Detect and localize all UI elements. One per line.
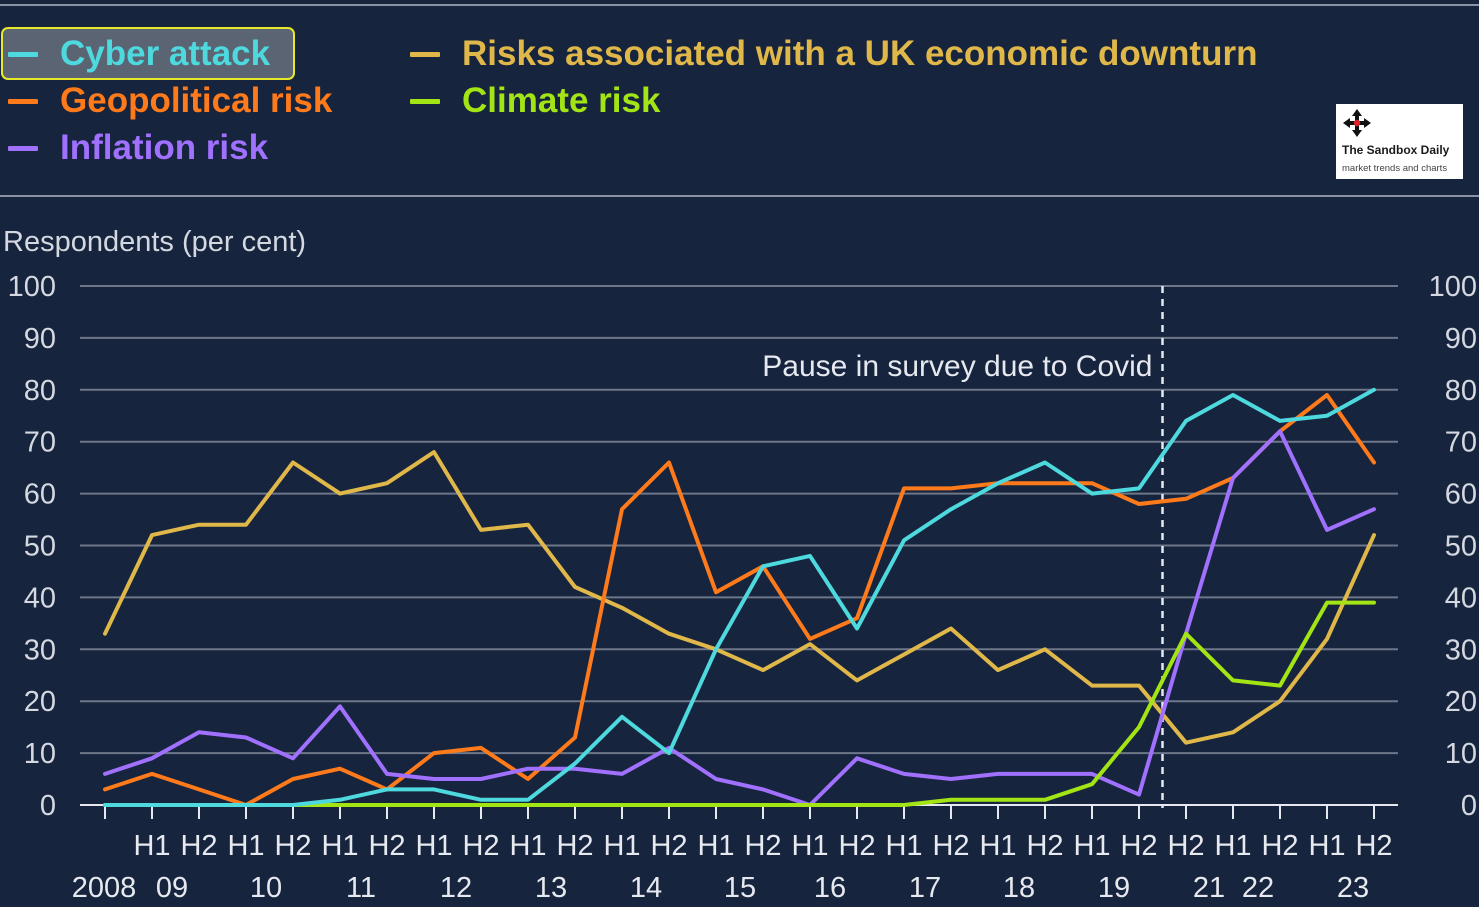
x-tick-label-year: 21 (1193, 872, 1225, 904)
x-tick-label-year: 10 (250, 872, 282, 904)
badge-subtitle: market trends and charts (1342, 163, 1448, 174)
y-axis-label: Respondents (per cent) (3, 226, 307, 258)
legend-label: Inflation risk (60, 128, 269, 167)
x-tick-label-half: H1 (697, 830, 734, 862)
y-tick-label-right: 30 (1445, 634, 1477, 666)
x-tick-label-half: H2 (650, 830, 687, 862)
x-tick-label-half: H2 (556, 830, 593, 862)
y-tick-label-right: 10 (1445, 738, 1477, 770)
y-tick-label-left: 70 (24, 427, 56, 459)
x-tick-label-year: 23 (1337, 872, 1369, 904)
y-tick-label-left: 60 (24, 479, 56, 511)
x-tick-label-half: H2 (1120, 830, 1157, 862)
x-tick-label-half: H1 (415, 830, 452, 862)
y-tick-label-right: 40 (1445, 582, 1477, 614)
x-tick-label-half: H1 (885, 830, 922, 862)
y-tick-label-right: 90 (1445, 323, 1477, 355)
y-tick-label-left: 50 (24, 531, 56, 563)
x-tick-label-year: 2008 (72, 872, 137, 904)
x-tick-label-year: 12 (440, 872, 472, 904)
x-tick-label-year: 11 (346, 872, 376, 904)
y-tick-label-left: 90 (24, 323, 56, 355)
legend-item-risks-associated-with-a-uk-economic-downturn[interactable]: Risks associated with a UK economic down… (410, 34, 1257, 74)
x-tick-label-half: H2 (932, 830, 969, 862)
x-tick-label-half: H1 (1214, 830, 1251, 862)
y-tick-label-right: 100 (1429, 271, 1477, 303)
legend-item-climate-risk[interactable]: Climate risk (410, 81, 660, 121)
x-tick-label-year: 15 (724, 872, 756, 904)
x-tick-label-half: H2 (462, 830, 499, 862)
legend-swatch (8, 51, 38, 57)
series-line-inflation-risk (103, 429, 1376, 807)
x-tick-label-year: 22 (1242, 872, 1274, 904)
y-tick-label-left: 30 (24, 634, 56, 666)
move-arrows-icon (1343, 109, 1371, 137)
x-tick-label-year: 19 (1098, 872, 1130, 904)
legend-item-geopolitical-risk[interactable]: Geopolitical risk (8, 81, 332, 121)
legend-selection-highlight (1, 27, 295, 80)
x-tick-label-half: H1 (509, 830, 546, 862)
x-tick-label-year: 16 (814, 872, 846, 904)
legend-divider (0, 195, 1479, 197)
x-tick-label-half: H2 (838, 830, 875, 862)
x-tick-label-half: H2 (744, 830, 781, 862)
x-tick-label-year: 13 (535, 872, 567, 904)
x-tick-label-half: H1 (979, 830, 1016, 862)
x-tick-label-half: H1 (603, 830, 640, 862)
y-tick-label-left: 20 (24, 686, 56, 718)
x-tick-label-half: H2 (180, 830, 217, 862)
y-tick-label-right: 50 (1445, 531, 1477, 563)
y-tick-label-left: 10 (24, 738, 56, 770)
x-tick-label-half: H1 (791, 830, 828, 862)
x-tick-label-half: H1 (1308, 830, 1345, 862)
x-tick-label-year: 09 (156, 872, 188, 904)
legend-label: Risks associated with a UK economic down… (462, 34, 1258, 73)
covid-pause-annotation: Pause in survey due to Covid (762, 350, 1152, 383)
y-tick-label-left: 80 (24, 375, 56, 407)
x-tick-label-half: H1 (1073, 830, 1110, 862)
badge-title: The Sandbox Daily (1342, 143, 1450, 157)
x-tick-label-half: H2 (1167, 830, 1204, 862)
legend-swatch (410, 51, 440, 57)
series-line-climate-risk (103, 600, 1376, 807)
y-tick-label-left: 40 (24, 582, 56, 614)
y-tick-label-right: 60 (1445, 479, 1477, 511)
x-tick-label-half: H2 (1355, 830, 1392, 862)
legend-item-cyber-attack[interactable]: Cyber attack (8, 34, 270, 74)
legend-swatch (410, 98, 440, 104)
series-line-geopolitical-risk (103, 393, 1376, 807)
watermark-badge: The Sandbox Daily market trends and char… (1336, 104, 1463, 179)
x-tick-label-year: 18 (1003, 872, 1035, 904)
x-tick-label-half: H2 (1261, 830, 1298, 862)
x-tick-label-half: H2 (368, 830, 405, 862)
y-tick-label-right: 70 (1445, 427, 1477, 459)
y-tick-label-right: 80 (1445, 375, 1477, 407)
legend-label: Climate risk (462, 81, 661, 120)
series-line-cyber-attack (103, 387, 1376, 807)
x-tick-label-year: 14 (630, 872, 662, 904)
y-tick-label-right: 0 (1461, 790, 1477, 822)
x-tick-label-half: H1 (321, 830, 358, 862)
x-tick-label-half: H2 (1026, 830, 1063, 862)
legend-label: Cyber attack (60, 34, 271, 73)
x-tick-label-half: H1 (133, 830, 170, 862)
y-tick-label-right: 20 (1445, 686, 1477, 718)
legend-swatch (8, 98, 38, 104)
y-tick-label-left: 0 (40, 790, 56, 822)
top-divider (0, 4, 1479, 6)
legend-label: Geopolitical risk (60, 81, 333, 120)
x-tick-label-year: 17 (909, 872, 941, 904)
x-tick-label-half: H1 (227, 830, 264, 862)
x-tick-label-half: H2 (274, 830, 311, 862)
y-tick-label-left: 100 (8, 271, 56, 303)
legend-swatch (8, 145, 38, 151)
legend-item-inflation-risk[interactable]: Inflation risk (8, 128, 268, 168)
